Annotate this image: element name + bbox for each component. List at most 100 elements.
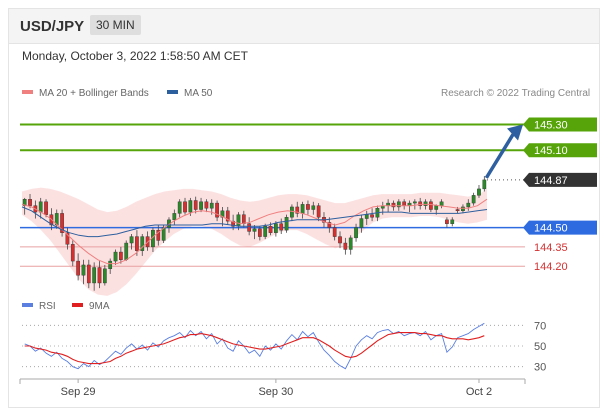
legend-label-rsi: RSI: [39, 301, 56, 312]
candle-body: [140, 236, 145, 251]
candle-body: [236, 214, 241, 227]
legend-bollinger: MA 20 + Bollinger Bands: [22, 88, 149, 99]
candle-body: [241, 214, 246, 224]
candle-body: [204, 201, 209, 209]
candle-body: [252, 228, 257, 232]
candle-body: [172, 213, 177, 221]
level-label-144.20: 144.20: [534, 261, 568, 273]
candle-body: [290, 206, 294, 218]
rsi-9ma-line: [24, 332, 485, 365]
candle-body: [439, 201, 444, 206]
candle-body: [156, 229, 161, 241]
x-tick-label: Sep 29: [61, 386, 96, 398]
ma50-line: [21, 206, 488, 238]
candle-body: [348, 237, 353, 250]
candle-body: [354, 227, 358, 239]
candle-body: [466, 202, 471, 208]
level-tag-144.87: [523, 172, 597, 187]
chart-header: USD/JPY 30 MIN: [9, 9, 599, 44]
level-tag-145.30: [523, 117, 597, 132]
level-label-145.10: 145.10: [534, 145, 568, 157]
candle-body: [295, 206, 300, 214]
level-tag-145.10: [523, 143, 597, 158]
candle-body: [60, 213, 64, 233]
candle-body: [412, 201, 417, 204]
candle-body: [306, 204, 310, 210]
candle-body: [220, 210, 225, 218]
legend-label-bollinger: MA 20 + Bollinger Bands: [39, 88, 149, 99]
bollinger-band: [22, 187, 487, 296]
candle-body: [268, 226, 273, 233]
candle-body: [215, 202, 219, 218]
x-tick-label: Sep 30: [258, 386, 293, 398]
credit-text: Research © 2022 Trading Central: [441, 88, 591, 99]
candle-body: [445, 219, 449, 224]
timeframe-badge[interactable]: 30 MIN: [90, 15, 141, 35]
candle-body: [429, 201, 433, 210]
candle-body: [231, 220, 235, 227]
candle-body: [113, 251, 118, 262]
candle-body: [396, 201, 401, 208]
candle-body: [418, 201, 423, 206]
candle-body: [450, 219, 455, 224]
candle-body: [22, 199, 27, 206]
candle-body: [364, 214, 369, 219]
candle-body: [65, 232, 70, 245]
candle-body: [247, 223, 252, 232]
legend-ma50: MA 50: [167, 88, 212, 99]
candle-body: [119, 251, 123, 260]
candle-body: [135, 236, 139, 251]
candle-body: [338, 236, 342, 244]
candle-body: [284, 217, 289, 231]
legend-label-ma50: MA 50: [184, 88, 213, 99]
level-label-145.30: 145.30: [534, 119, 568, 131]
level-tag-144.50: [523, 220, 597, 235]
candle-body: [274, 223, 278, 233]
legend-swatch-9ma: [72, 303, 83, 308]
legend-rsi: RSI: [22, 301, 56, 312]
candle-body: [44, 201, 48, 215]
symbol-title: USD/JPY: [20, 18, 85, 35]
candle-body: [402, 201, 407, 206]
candle-body: [81, 264, 86, 276]
candle-body: [370, 214, 374, 218]
candle-body: [423, 201, 428, 206]
candle-body: [199, 201, 203, 210]
candle-body: [359, 218, 364, 228]
candle-body: [327, 222, 332, 228]
candle-body: [461, 206, 465, 212]
ma20-line: [21, 198, 488, 265]
legend-swatch-rsi: [22, 303, 33, 308]
candle-body: [38, 201, 43, 213]
rsi-tick-50: 50: [534, 341, 546, 353]
level-label-144.50: 144.50: [534, 223, 568, 235]
timestamp: Monday, October 3, 2022 1:58:50 AM CET: [22, 49, 248, 63]
candle-body: [311, 205, 316, 210]
candle-body: [129, 236, 134, 244]
candle-body: [332, 227, 337, 237]
legend-swatch-ma50: [167, 90, 178, 95]
candle-body: [76, 260, 80, 276]
candle-body: [97, 267, 102, 284]
candle-body: [300, 204, 305, 214]
candle-body: [455, 209, 460, 212]
candle-body: [482, 179, 487, 190]
candle-body: [263, 226, 268, 237]
forecast-arrow-shaft: [484, 133, 515, 179]
candle-body: [188, 200, 193, 213]
x-tick-label: Oct 2: [466, 386, 492, 398]
candle-body: [102, 268, 107, 284]
candle-body: [70, 244, 75, 262]
legend-9ma: 9MA: [72, 301, 110, 312]
candle-body: [28, 199, 32, 206]
candle-body: [257, 228, 262, 237]
candle-body: [225, 210, 230, 222]
candle-body: [434, 205, 439, 210]
candle-body: [183, 201, 187, 213]
rsi-tick-30: 30: [534, 362, 546, 374]
legend-swatch-bollinger: [22, 90, 33, 95]
candle-body: [316, 205, 321, 218]
candle-body: [193, 200, 198, 210]
rsi-tick-70: 70: [534, 320, 546, 332]
chart-widget: USD/JPY 30 MIN Monday, October 3, 2022 1…: [8, 8, 600, 408]
